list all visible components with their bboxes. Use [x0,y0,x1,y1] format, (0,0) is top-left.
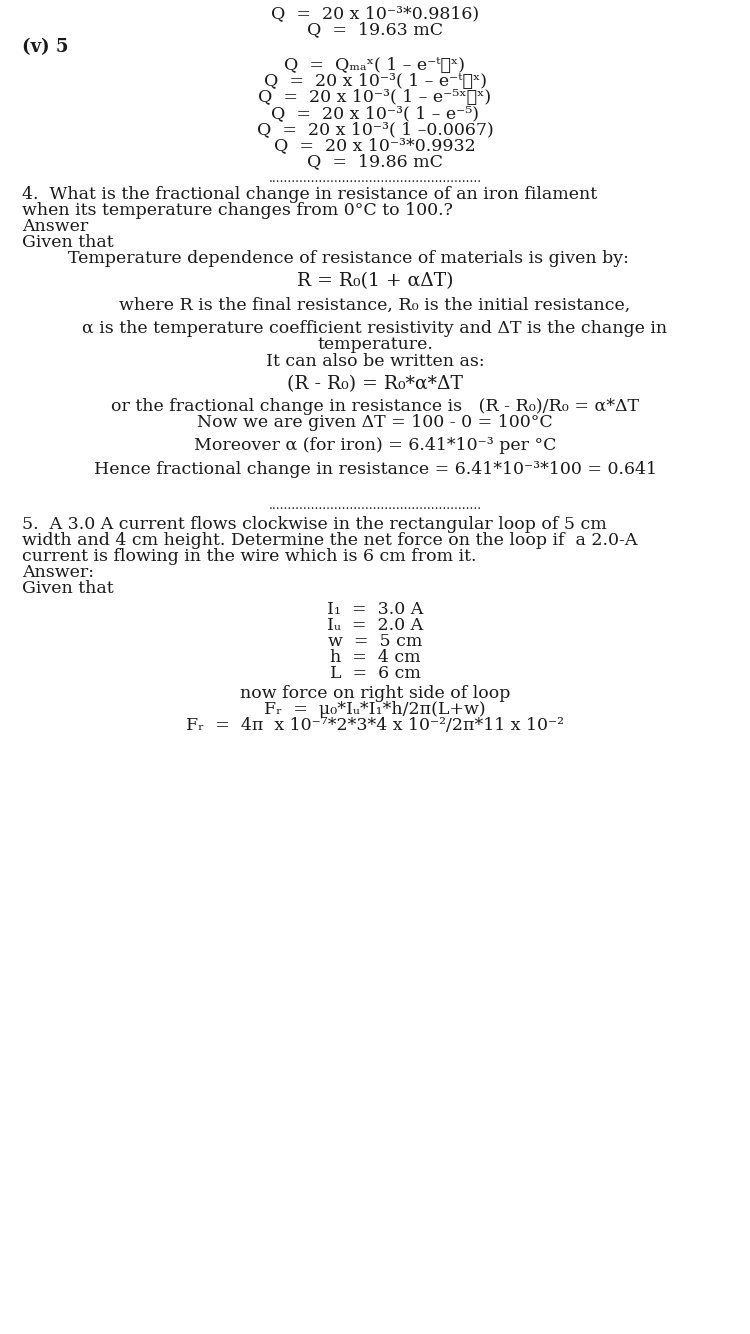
Text: where R is the final resistance, R₀ is the initial resistance,: where R is the final resistance, R₀ is t… [119,297,631,313]
Text: Q  =  20 x 10⁻³( 1 – e⁻⁵ˣᐟˣ): Q = 20 x 10⁻³( 1 – e⁻⁵ˣᐟˣ) [259,89,491,105]
Text: Q  =  Qₘₐˣ( 1 – e⁻ᵗᐟˣ): Q = Qₘₐˣ( 1 – e⁻ᵗᐟˣ) [284,57,466,73]
Text: 4.  What is the fractional change in resistance of an iron filament: 4. What is the fractional change in resi… [22,187,598,203]
Text: Given that: Given that [22,580,114,596]
Text: Fᵣ  =  4π  x 10⁻⁷*2*3*4 x 10⁻²/2π*11 x 10⁻²: Fᵣ = 4π x 10⁻⁷*2*3*4 x 10⁻²/2π*11 x 10⁻² [186,718,564,734]
Text: Hence fractional change in resistance = 6.41*10⁻³*100 = 0.641: Hence fractional change in resistance = … [94,462,656,478]
Text: Answer:: Answer: [22,564,94,580]
Text: .......................................................: ........................................… [268,499,482,512]
Text: h  =  4 cm: h = 4 cm [330,650,420,666]
Text: Answer: Answer [22,219,88,235]
Text: R = R₀(1 + αΔT): R = R₀(1 + αΔT) [297,272,453,291]
Text: (R - R₀) = R₀*α*ΔT: (R - R₀) = R₀*α*ΔT [287,375,463,394]
Text: Q  =  20 x 10⁻³( 1 – e⁻⁵): Q = 20 x 10⁻³( 1 – e⁻⁵) [271,105,479,121]
Text: I₁  =  3.0 A: I₁ = 3.0 A [327,602,423,618]
Text: now force on right side of loop: now force on right side of loop [240,686,510,702]
Text: It can also be written as:: It can also be written as: [266,354,484,370]
Text: (v) 5: (v) 5 [22,37,69,56]
Text: temperature.: temperature. [317,336,433,352]
Text: L  =  6 cm: L = 6 cm [329,666,421,682]
Text: Iᵤ  =  2.0 A: Iᵤ = 2.0 A [327,618,423,634]
Text: Q  =  20 x 10⁻³*0.9932: Q = 20 x 10⁻³*0.9932 [274,137,476,153]
Text: Q  =  19.86 mC: Q = 19.86 mC [307,153,443,169]
Text: Now we are given ΔT = 100 - 0 = 100°C: Now we are given ΔT = 100 - 0 = 100°C [197,415,553,431]
Text: Q  =  19.63 mC: Q = 19.63 mC [307,21,443,37]
Text: Temperature dependence of resistance of materials is given by:: Temperature dependence of resistance of … [68,251,628,267]
Text: Q  =  20 x 10⁻³*0.9816): Q = 20 x 10⁻³*0.9816) [271,5,479,21]
Text: Given that: Given that [22,235,114,251]
Text: Q  =  20 x 10⁻³( 1 –0.0067): Q = 20 x 10⁻³( 1 –0.0067) [256,121,494,137]
Text: α is the temperature coefficient resistivity and ΔT is the change in: α is the temperature coefficient resisti… [82,320,668,336]
Text: width and 4 cm height. Determine the net force on the loop if  a 2.0-A: width and 4 cm height. Determine the net… [22,532,638,548]
Text: Moreover α (for iron) = 6.41*10⁻³ per °C: Moreover α (for iron) = 6.41*10⁻³ per °C [194,438,556,454]
Text: .......................................................: ........................................… [268,172,482,185]
Text: w  =  5 cm: w = 5 cm [328,634,422,650]
Text: current is flowing in the wire which is 6 cm from it.: current is flowing in the wire which is … [22,548,477,564]
Text: Q  =  20 x 10⁻³( 1 – e⁻ᵗᐟˣ): Q = 20 x 10⁻³( 1 – e⁻ᵗᐟˣ) [263,73,487,89]
Text: Fᵣ  =  μ₀*Iᵤ*I₁*h/2π(L+w): Fᵣ = μ₀*Iᵤ*I₁*h/2π(L+w) [264,702,486,718]
Text: 5.  A 3.0 A current flows clockwise in the rectangular loop of 5 cm: 5. A 3.0 A current flows clockwise in th… [22,516,608,532]
Text: or the fractional change in resistance is   (R - R₀)/R₀ = α*ΔT: or the fractional change in resistance i… [111,399,639,415]
Text: when its temperature changes from 0°C to 100.?: when its temperature changes from 0°C to… [22,203,453,219]
